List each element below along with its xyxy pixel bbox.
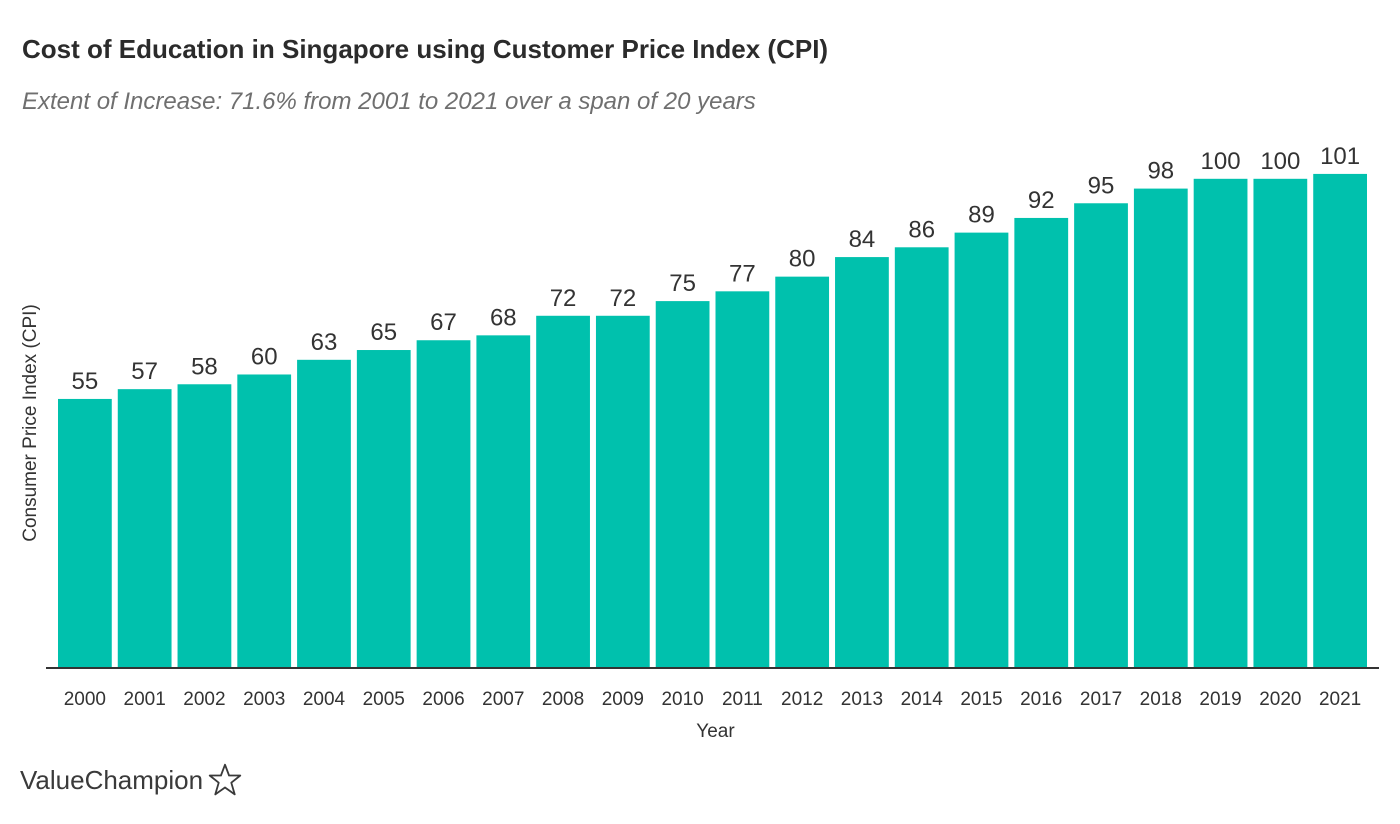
bar-value-label: 95 bbox=[1088, 172, 1115, 199]
bar-value-label: 101 bbox=[1320, 143, 1360, 170]
x-tick-label: 2006 bbox=[422, 689, 464, 710]
x-tick-label: 2000 bbox=[64, 689, 106, 710]
bar-value-label: 72 bbox=[550, 285, 577, 312]
bar-value-label: 58 bbox=[191, 353, 218, 380]
bar-value-label: 100 bbox=[1260, 148, 1300, 175]
bar-2010 bbox=[655, 301, 710, 668]
bar-2018 bbox=[1133, 188, 1188, 668]
bar-2009 bbox=[595, 315, 650, 668]
x-tick-label: 2010 bbox=[661, 689, 703, 710]
bar-2016 bbox=[1014, 217, 1069, 669]
bar-value-label: 65 bbox=[370, 319, 397, 346]
chart-subtitle: Extent of Increase: 71.6% from 2001 to 2… bbox=[22, 88, 756, 115]
bar-value-label: 84 bbox=[849, 226, 876, 253]
bar-2021 bbox=[1313, 173, 1367, 668]
bar-labels-group: 55 57 58 60 63 65 67 68 72 72 75 77 80 84 86 89 92 95 98 10… bbox=[72, 143, 1361, 395]
chart-title: Cost of Education in Singapore using Cus… bbox=[22, 34, 829, 64]
bar-2008 bbox=[536, 315, 590, 668]
x-tick-label: 2012 bbox=[781, 689, 823, 710]
logo-text: ValueChampion bbox=[20, 764, 204, 795]
bar-value-label: 77 bbox=[729, 260, 756, 287]
bar-2015 bbox=[954, 232, 1009, 669]
bar-2002 bbox=[177, 384, 232, 668]
x-tick-label: 2002 bbox=[183, 689, 225, 710]
bar-value-label: 100 bbox=[1201, 148, 1241, 175]
bar-value-label: 68 bbox=[490, 304, 517, 331]
bar-value-label: 60 bbox=[251, 343, 278, 370]
x-tick-label: 2003 bbox=[243, 689, 285, 710]
bar-2011 bbox=[715, 291, 770, 668]
bar-value-label: 75 bbox=[669, 270, 696, 297]
bar-value-label: 55 bbox=[72, 368, 99, 395]
x-tick-labels-group: 2000 2001 2002 2003 2004 2005 2006 2007 2008 2009… bbox=[64, 689, 1362, 710]
bar-2020 bbox=[1253, 178, 1308, 669]
bar-2003 bbox=[237, 374, 292, 668]
x-tick-label: 2020 bbox=[1259, 689, 1301, 710]
logo: ValueChampion bbox=[20, 762, 243, 798]
x-tick-label: 2008 bbox=[542, 689, 584, 710]
bar-2012 bbox=[775, 276, 830, 668]
x-tick-label: 2017 bbox=[1080, 689, 1122, 710]
bar-value-label: 63 bbox=[311, 329, 338, 356]
x-tick-label: 2015 bbox=[960, 689, 1002, 710]
bar-value-label: 80 bbox=[789, 246, 816, 273]
bar-value-label: 67 bbox=[430, 309, 457, 336]
x-tick-label: 2011 bbox=[722, 689, 763, 710]
bar-2005 bbox=[356, 350, 411, 668]
bar-value-label: 86 bbox=[908, 216, 935, 243]
x-tick-label: 2004 bbox=[303, 689, 346, 710]
bar-2001 bbox=[117, 389, 172, 668]
bar-2007 bbox=[476, 335, 531, 668]
x-tick-label: 2018 bbox=[1140, 689, 1182, 710]
x-tick-label: 2005 bbox=[363, 689, 405, 710]
x-tick-label: 2001 bbox=[124, 689, 166, 710]
bar-2006 bbox=[416, 340, 471, 668]
x-tick-label: 2013 bbox=[841, 689, 883, 710]
bar-value-label: 92 bbox=[1028, 187, 1055, 214]
bars-group bbox=[58, 173, 1367, 669]
bar-2004 bbox=[297, 359, 351, 668]
bar-value-label: 57 bbox=[131, 358, 158, 385]
x-tick-label: 2019 bbox=[1199, 689, 1241, 710]
bar-2017 bbox=[1074, 203, 1128, 668]
bar-2000 bbox=[58, 398, 112, 668]
y-axis-title: Consumer Price Index (CPI) bbox=[20, 304, 41, 542]
star-outline-icon bbox=[208, 763, 242, 796]
bar-2014 bbox=[894, 247, 949, 668]
x-tick-label: 2014 bbox=[901, 689, 944, 710]
bar-2013 bbox=[835, 257, 889, 668]
bar-value-label: 98 bbox=[1147, 158, 1174, 185]
x-tick-label: 2016 bbox=[1020, 689, 1062, 710]
x-tick-label: 2007 bbox=[482, 689, 524, 710]
x-tick-label: 2021 bbox=[1319, 689, 1361, 710]
bar-value-label: 89 bbox=[968, 202, 995, 229]
x-axis-title: Year bbox=[696, 721, 735, 742]
x-tick-label: 2009 bbox=[602, 689, 644, 710]
bar-value-label: 72 bbox=[609, 285, 636, 312]
bar-2019 bbox=[1193, 178, 1248, 669]
